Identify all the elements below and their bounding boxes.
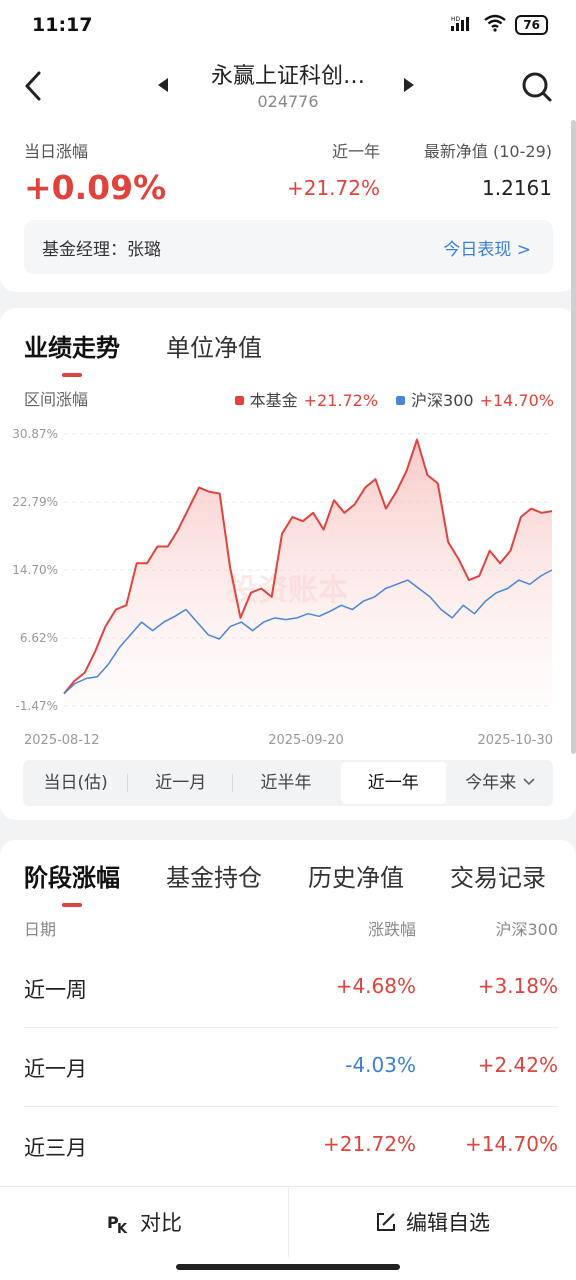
legend-fund-value: +21.72% bbox=[303, 391, 379, 410]
x-tick-label: 2025-09-20 bbox=[268, 733, 344, 748]
period-selector: 当日(估) 近一月 近半年 近一年 今年来 bbox=[23, 760, 553, 806]
fund-code: 024776 bbox=[257, 92, 319, 111]
daily-change-label: 当日涨幅 bbox=[24, 142, 89, 161]
legend-benchmark-swatch bbox=[396, 396, 406, 405]
benchmark-series-line bbox=[63, 569, 553, 695]
table-row[interactable]: 近一周 +4.68% +3.18% bbox=[24, 950, 558, 1028]
home-indicator bbox=[176, 1264, 400, 1270]
period-1y[interactable]: 近一年 bbox=[340, 762, 446, 804]
tab-holdings[interactable]: 基金持仓 bbox=[166, 864, 262, 892]
edit-icon bbox=[377, 1213, 395, 1231]
x-tick-label: 2025-10-30 bbox=[477, 733, 553, 748]
nav-header: 永赢上证科创… 024776 bbox=[0, 52, 576, 124]
edit-watchlist-label: 编辑自选 bbox=[406, 1211, 490, 1235]
fund-area-fill bbox=[64, 439, 552, 706]
header-change: 涨跌幅 bbox=[367, 920, 416, 939]
tab-trade-records[interactable]: 交易记录 bbox=[450, 864, 546, 892]
daily-change-value: +0.09% bbox=[24, 168, 167, 207]
period-1m-label: 近一月 bbox=[155, 773, 207, 793]
battery-indicator: 76 bbox=[515, 14, 548, 35]
row-period: 近三月 bbox=[24, 1136, 87, 1160]
period-divider bbox=[232, 774, 234, 792]
status-time: 11:17 bbox=[32, 14, 93, 36]
y-tick-label: 6.62% bbox=[20, 631, 58, 645]
row-change: +21.72% bbox=[322, 1132, 416, 1156]
tab-nav-history[interactable]: 历史净值 bbox=[308, 864, 404, 892]
tab-unit-nav[interactable]: 单位净值 bbox=[166, 334, 262, 362]
row-benchmark: +3.18% bbox=[477, 974, 558, 998]
legend-benchmark-value: +14.70% bbox=[479, 391, 554, 410]
table-row[interactable]: 近三月 +21.72% +14.70% bbox=[24, 1108, 558, 1186]
fund-summary: 当日涨幅 近一年 最新净值 (10-29) +0.09% +21.72% 1.2… bbox=[0, 124, 576, 292]
search-icon[interactable] bbox=[520, 70, 554, 104]
scrollbar[interactable] bbox=[571, 120, 576, 754]
latest-nav-value: 1.2161 bbox=[482, 176, 552, 200]
period-6m-label: 近半年 bbox=[260, 773, 312, 793]
year-change-value: +21.72% bbox=[286, 176, 380, 200]
today-performance-link[interactable]: 今日表现 > bbox=[443, 240, 531, 260]
row-period: 近一周 bbox=[24, 978, 87, 1002]
wifi-icon bbox=[483, 14, 507, 35]
fund-title: 永赢上证科创… bbox=[210, 64, 365, 89]
period-ytd[interactable]: 今年来 bbox=[448, 762, 553, 804]
legend-fund-swatch bbox=[234, 396, 244, 405]
period-6m[interactable]: 近半年 bbox=[233, 762, 338, 804]
period-today-label: 当日(估) bbox=[43, 773, 108, 793]
back-icon[interactable] bbox=[20, 68, 48, 104]
performance-chart[interactable]: 30.87% 22.79% 14.70% 6.62% -1.47% 2025-08-12… bbox=[0, 418, 576, 748]
header-benchmark: 沪深300 bbox=[495, 920, 558, 939]
row-benchmark: +2.42% bbox=[477, 1053, 558, 1077]
period-today[interactable]: 当日(估) bbox=[23, 762, 129, 804]
manager-label: 基金经理：张璐 bbox=[42, 240, 161, 260]
svg-text:P: P bbox=[107, 1213, 119, 1232]
svg-text:K: K bbox=[117, 1222, 128, 1235]
next-fund-icon[interactable] bbox=[404, 78, 414, 92]
period-divider bbox=[127, 774, 129, 792]
period-ytd-label: 今年来 bbox=[465, 773, 517, 793]
period-1y-label: 近一年 bbox=[367, 773, 419, 793]
latest-nav-label: 最新净值 (10-29) bbox=[423, 142, 552, 161]
edit-watchlist-button[interactable]: 编辑自选 bbox=[288, 1187, 576, 1257]
legend-fund-name: 本基金 bbox=[249, 391, 298, 410]
y-tick-label: 30.87% bbox=[12, 427, 58, 441]
chart-tabs: 业绩走势 单位净值 bbox=[24, 328, 262, 377]
legend-benchmark: 沪深300 +14.70% bbox=[396, 387, 554, 411]
row-change: -4.03% bbox=[345, 1053, 416, 1077]
prev-fund-icon[interactable] bbox=[158, 78, 168, 92]
chart-series bbox=[63, 438, 553, 706]
year-change-label: 近一年 bbox=[331, 142, 380, 161]
legend-fund: 本基金 +21.72% bbox=[234, 387, 379, 411]
pk-icon: PK bbox=[107, 1213, 128, 1235]
chart-legend: 本基金 +21.72% 沪深300 +14.70% bbox=[234, 387, 554, 411]
performance-card: 业绩走势 单位净值 区间涨幅 本基金 +21.72% 沪深300 +14.70% 3… bbox=[0, 308, 576, 820]
svg-text:HD: HD bbox=[451, 16, 461, 23]
row-period: 近一月 bbox=[24, 1057, 87, 1081]
x-tick-label: 2025-08-12 bbox=[24, 733, 100, 748]
tab-stage-returns[interactable]: 阶段涨幅 bbox=[24, 858, 120, 907]
row-change: +4.68% bbox=[335, 974, 416, 998]
fund-series-line bbox=[63, 438, 553, 695]
signal-icon: HD bbox=[451, 15, 475, 34]
manager-bar[interactable]: 基金经理：张璐 今日表现 > bbox=[24, 220, 553, 274]
table-row[interactable]: 近一月 -4.03% +2.42% bbox=[24, 1029, 558, 1107]
compare-label: 对比 bbox=[140, 1211, 182, 1235]
detail-tabs: 阶段涨幅 基金持仓 历史净值 交易记录 bbox=[24, 858, 546, 907]
y-tick-label: 14.70% bbox=[12, 563, 58, 577]
y-tick-label: -1.47% bbox=[16, 699, 58, 713]
status-icons: HD 76 bbox=[451, 14, 548, 35]
legend-benchmark-name: 沪深300 bbox=[411, 391, 474, 410]
status-bar: 11:17 HD 76 bbox=[0, 0, 576, 52]
period-1m[interactable]: 近一月 bbox=[128, 762, 234, 804]
header-date: 日期 bbox=[24, 920, 57, 939]
range-change-label: 区间涨幅 bbox=[24, 390, 89, 409]
row-benchmark: +14.70% bbox=[464, 1132, 558, 1156]
y-tick-label: 22.79% bbox=[12, 495, 58, 509]
bottom-divider bbox=[288, 1187, 289, 1257]
chart-x-labels: 2025-08-12 2025-09-20 2025-10-30 bbox=[24, 733, 553, 748]
tab-performance[interactable]: 业绩走势 bbox=[24, 328, 120, 377]
chart-y-labels: 30.87% 22.79% 14.70% 6.62% -1.47% bbox=[12, 427, 58, 713]
chevron-down-icon bbox=[523, 778, 535, 786]
